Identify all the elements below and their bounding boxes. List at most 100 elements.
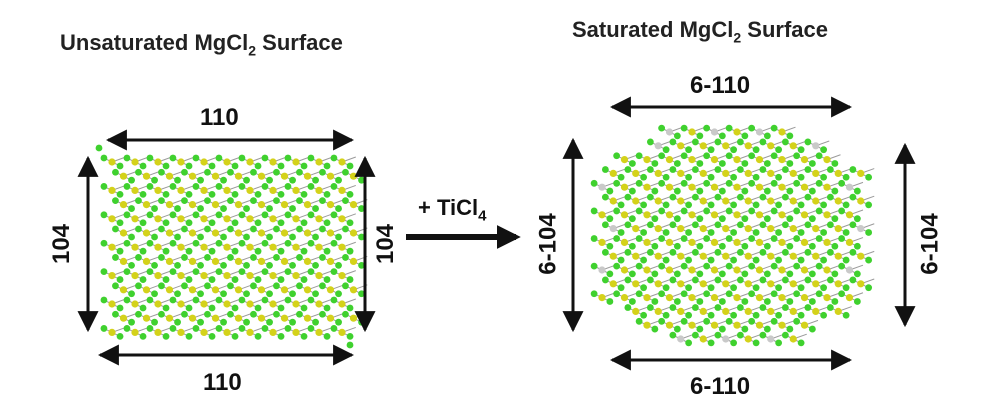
chlorine-atom (169, 296, 177, 304)
chlorine-atom (680, 317, 688, 325)
chlorine-atom (590, 235, 598, 242)
chlorine-atom (820, 311, 828, 319)
magnesium-atom (234, 314, 243, 322)
chlorine-atom (162, 304, 170, 312)
chlorine-atom (741, 132, 749, 140)
chlorine-atom (231, 247, 239, 255)
chlorine-atom (691, 248, 699, 256)
chlorine-atom (238, 239, 246, 247)
magnesium-atom (269, 272, 277, 280)
chlorine-atom (342, 225, 349, 233)
magnesium-atom (632, 252, 640, 260)
chlorine-atom (231, 190, 239, 198)
chlorine-atom (703, 290, 711, 298)
magnesium-atom (643, 156, 651, 164)
chlorine-atom (330, 211, 338, 219)
magnesium-atom (688, 128, 696, 136)
title-text: Saturated MgCl (572, 17, 734, 42)
magnesium-atom (710, 211, 719, 219)
chlorine-atom (174, 205, 181, 212)
magnesium-atom (280, 201, 289, 209)
titanium-atom (755, 128, 764, 136)
magnesium-atom (744, 197, 752, 205)
magnesium-atom (165, 314, 174, 322)
magnesium-atom (177, 272, 185, 280)
chlorine-atom (703, 235, 711, 242)
chlorine-atom (662, 173, 670, 181)
chlorine-atom (680, 152, 688, 160)
chlorine-atom (231, 276, 239, 283)
chlorine-atom (808, 242, 816, 250)
chlorine-atom (123, 239, 131, 247)
chlorine-atom (826, 166, 834, 173)
magnesium-atom (800, 294, 809, 302)
title-text: Unsaturated MgCl (60, 30, 249, 55)
chlorine-atom (100, 211, 108, 219)
chlorine-atom (646, 193, 654, 201)
magnesium-atom (632, 169, 640, 177)
magnesium-atom (710, 294, 719, 302)
chlorine-atom (730, 229, 738, 236)
magnesium-atom (234, 257, 243, 265)
chlorine-atom (763, 325, 771, 333)
chlorine-atom (296, 225, 303, 233)
titanium-atom (609, 225, 617, 233)
chlorine-atom (312, 318, 319, 326)
chlorine-atom (601, 248, 609, 256)
chlorine-atom (815, 179, 823, 187)
magnesium-atom (800, 321, 809, 329)
chlorine-atom (342, 197, 349, 205)
magnesium-atom (800, 211, 809, 219)
magnesium-atom (315, 243, 323, 251)
chlorine-atom (696, 325, 704, 333)
magnesium-atom (733, 183, 741, 191)
chlorine-atom (273, 168, 280, 176)
chlorine-atom (590, 207, 598, 215)
chlorine-atom (139, 219, 147, 227)
chlorine-atom (158, 254, 165, 261)
magnesium-atom (131, 272, 139, 280)
magnesium-atom (800, 266, 809, 274)
chlorine-atom (831, 298, 839, 305)
magnesium-atom (246, 328, 254, 336)
chlorine-atom (296, 310, 303, 318)
chlorine-atom (736, 193, 744, 201)
chlorine-atom (215, 268, 223, 276)
magnesium-atom (677, 307, 685, 315)
chlorine-atom (220, 261, 227, 269)
chlorine-atom (100, 154, 108, 162)
magnesium-atom (789, 169, 797, 177)
chlorine-atom (323, 190, 331, 198)
chlorine-atom (312, 261, 319, 269)
chlorine-atom (775, 146, 783, 154)
chlorine-atom (730, 146, 738, 154)
chlorine-atom (804, 221, 812, 229)
chlorine-atom (606, 215, 614, 223)
chlorine-atom (323, 276, 331, 283)
chlorine-atom (116, 219, 124, 227)
chlorine-atom (714, 166, 722, 173)
titanium-atom (812, 142, 820, 150)
chlorine-atom (330, 154, 338, 162)
magnesium-atom (200, 300, 208, 308)
chlorine-atom (169, 211, 177, 219)
chlorine-atom (865, 229, 873, 236)
chlorine-atom (261, 239, 269, 247)
magnesium-atom (119, 201, 128, 209)
chlorine-atom (185, 332, 193, 340)
chlorine-atom (307, 268, 315, 276)
chlorine-atom (261, 183, 269, 190)
magnesium-atom (755, 238, 764, 246)
chlorine-atom (197, 318, 204, 326)
chlorine-atom (95, 144, 103, 152)
left-right-label: 104 (372, 223, 400, 265)
chlorine-atom (640, 173, 648, 181)
chlorine-atom (300, 332, 308, 340)
chlorine-atom (748, 124, 756, 132)
chlorine-atom (312, 205, 319, 212)
chlorine-atom (786, 215, 794, 223)
chlorine-atom (284, 154, 292, 162)
magnesium-atom (200, 243, 208, 251)
chlorine-atom (312, 176, 319, 184)
chlorine-atom (786, 160, 794, 167)
